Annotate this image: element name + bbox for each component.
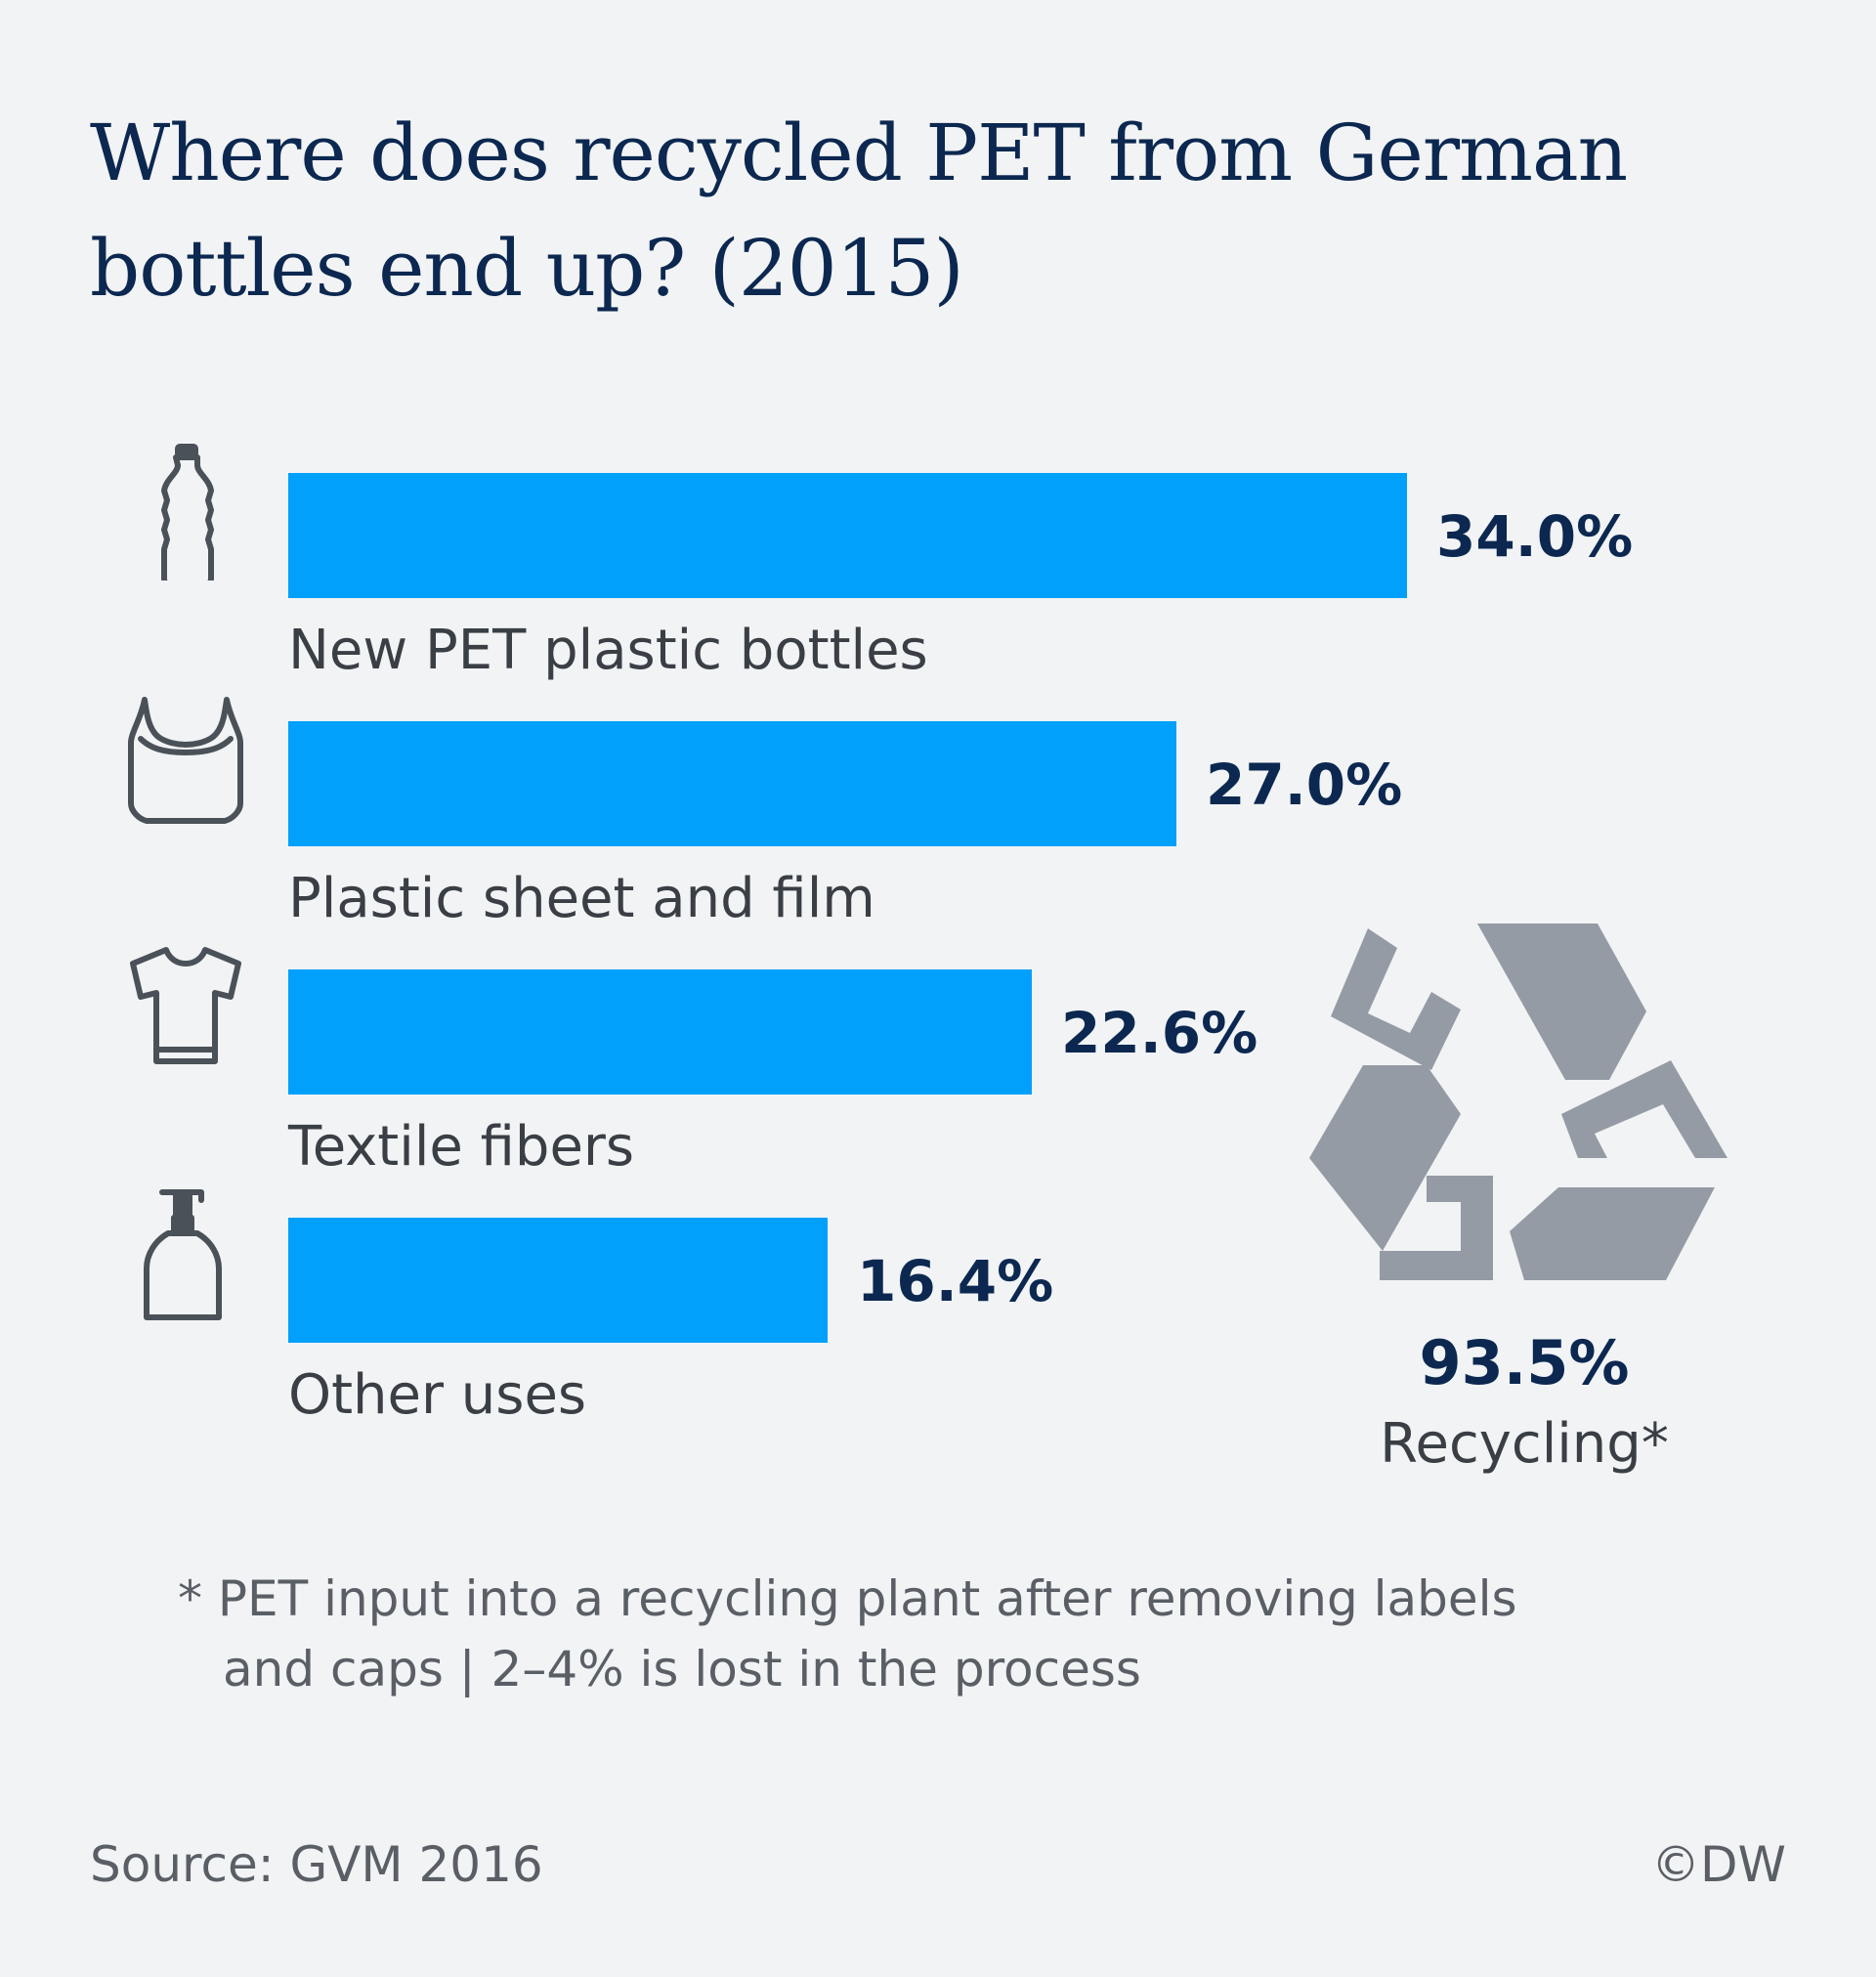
bar-value-label: 27.0% <box>1206 752 1403 818</box>
t-shirt-icon <box>117 940 254 1077</box>
bar-3 <box>288 1218 828 1343</box>
recycling-total-value: 93.5% <box>1419 1327 1630 1398</box>
footnote: * PET input into a recycling plant after… <box>178 1564 1517 1704</box>
bar-value-label: 16.4% <box>857 1248 1054 1314</box>
category-label: Other uses <box>288 1363 587 1427</box>
recycling-total-label: Recycling* <box>1380 1412 1669 1476</box>
chart-title: Where does recycled PET from German bott… <box>90 107 1628 314</box>
source-text: Source: GVM 2016 <box>90 1836 543 1893</box>
bar-2 <box>288 969 1032 1095</box>
footnote-line-1: * PET input into a recycling plant after… <box>178 1570 1517 1627</box>
bottle-icon <box>117 444 254 587</box>
credit-text: ©DW <box>1651 1836 1786 1893</box>
recycle-icon <box>1309 924 1727 1280</box>
plastic-bag-icon <box>117 692 254 829</box>
soap-dispenser-icon <box>117 1188 254 1325</box>
category-label: Textile fibers <box>288 1115 635 1179</box>
bar-value-label: 22.6% <box>1061 1000 1258 1066</box>
bar-0 <box>288 473 1407 598</box>
bar-value-label: 34.0% <box>1436 503 1634 570</box>
bar-1 <box>288 721 1176 846</box>
footnote-line-2: and caps | 2–4% is lost in the process <box>223 1641 1141 1698</box>
category-label: New PET plastic bottles <box>288 619 928 682</box>
category-label: Plastic sheet and film <box>288 867 875 930</box>
